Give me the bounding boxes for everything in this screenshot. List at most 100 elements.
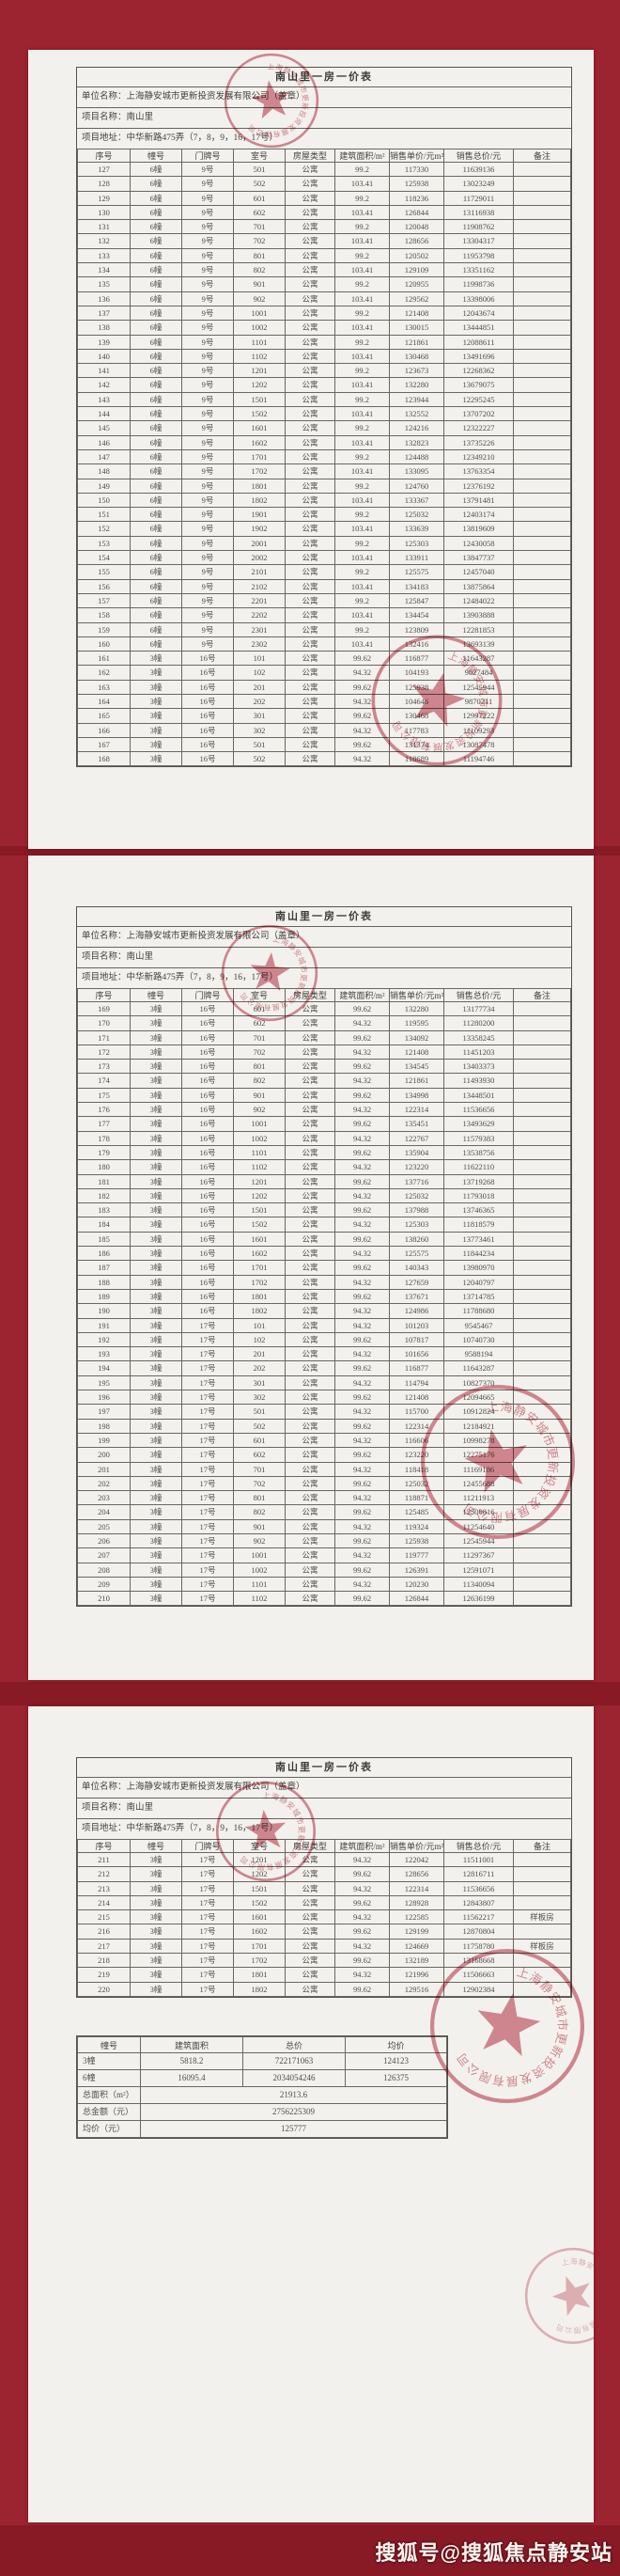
table-cell: 133911 — [389, 550, 444, 566]
table-cell: 301 — [233, 1374, 286, 1391]
table-cell: 103.41 — [334, 176, 390, 192]
price-table-header: 序号 幢号 门牌号 室号 房屋类型 建筑面积/m² 销售单价/元m² 销售总价/元 备注 — [77, 1839, 571, 1853]
table-cell: 123673 — [389, 363, 444, 379]
table-cell: 6幢 — [130, 190, 182, 206]
table-cell: 301 — [233, 708, 286, 724]
table-row: 167 3幢 16号 501 公寓 99.62 131374 13087478 — [77, 736, 571, 753]
table-row: 200 3幢 17号 602 公寓 99.62 123220 12275176 — [77, 1447, 571, 1463]
table-cell: 99.62 — [334, 1418, 390, 1434]
table-row: 182 3幢 16号 1202 公寓 94.32 125032 11793018 — [77, 1187, 571, 1204]
table-cell: 99.62 — [334, 1447, 390, 1463]
table-cell: 132823 — [389, 434, 444, 450]
table-cell: 104646 — [389, 693, 444, 710]
table-row: 204 3幢 17号 802 公寓 99.62 125485 12500816 — [77, 1504, 571, 1520]
table-cell: 3幢 — [130, 1029, 182, 1045]
table-cell: 502 — [233, 176, 286, 192]
unit-name-row: 单位名称：上海静安城市更新投资发展有限公司（盖章） — [77, 86, 571, 107]
table-cell: 公寓 — [285, 1562, 335, 1578]
table-cell — [513, 1418, 571, 1434]
table-cell: 137671 — [389, 1288, 444, 1305]
table-cell: 3幢 — [130, 1217, 182, 1233]
table-cell: 3幢 — [130, 1044, 182, 1060]
table-cell: 802 — [233, 262, 286, 278]
table-row: 187 3幢 16号 1701 公寓 99.62 140343 13980970 — [77, 1260, 571, 1276]
table-cell: 99.2 — [334, 276, 390, 292]
table-row: 191 3幢 17号 101 公寓 94.32 101203 9545467 — [77, 1317, 571, 1333]
table-row: 171 3幢 16号 701 公寓 99.62 134092 13358245 — [77, 1029, 571, 1045]
table-cell: 102 — [233, 665, 286, 681]
column-header: 室号 — [233, 149, 286, 163]
table-cell — [513, 1260, 571, 1276]
table-cell — [513, 1044, 571, 1060]
table-cell: 公寓 — [285, 651, 335, 667]
table-cell: 1702 — [233, 463, 286, 479]
table-cell: 901 — [233, 276, 286, 292]
table-cell: 2201 — [233, 592, 286, 609]
table-cell: 17号 — [181, 1504, 234, 1520]
table-cell: 131 — [77, 219, 131, 235]
table-cell: 122314 — [389, 1418, 444, 1434]
table-cell: 公寓 — [285, 1591, 335, 1607]
table-cell — [513, 247, 571, 264]
table-cell: 103.41 — [334, 291, 390, 306]
table-cell: 116877 — [389, 1360, 444, 1376]
table-cell: 16号 — [181, 693, 234, 710]
table-cell: 9号 — [181, 348, 234, 365]
table-cell: 12545944 — [443, 1532, 514, 1549]
table-cell: 公寓 — [285, 348, 335, 365]
table-cell: 99.62 — [334, 1087, 390, 1104]
table-cell: 94.32 — [334, 1015, 390, 1031]
table-cell: 17号 — [181, 1953, 234, 1969]
table-cell: 公寓 — [285, 434, 335, 450]
table-cell: 154 — [77, 550, 131, 566]
table-cell: 3幢 — [130, 1924, 182, 1940]
table-cell: 16号 — [181, 1029, 234, 1045]
column-header: 室号 — [233, 1839, 286, 1853]
table-cell: 183 — [77, 1202, 131, 1218]
table-cell: 9号 — [181, 521, 234, 537]
table-cell: 125032 — [389, 1475, 444, 1492]
table-row: 150 6幢 9号 1802 公寓 103.41 133367 13791481 — [77, 492, 571, 509]
table-cell — [513, 1187, 571, 1204]
table-cell: 99.62 — [334, 1591, 390, 1607]
table-cell: 801 — [233, 1059, 286, 1075]
sohu-watermark: 搜狐号@搜狐焦点静安站 — [375, 2541, 612, 2565]
table-cell: 177 — [77, 1116, 131, 1132]
table-cell: 168 — [77, 751, 131, 767]
table-cell: 11194746 — [443, 751, 514, 767]
table-cell: 5818.2 — [140, 2052, 243, 2070]
table-cell: 公寓 — [285, 1116, 335, 1132]
table-row: 203 3幢 17号 801 公寓 94.32 118871 11211913 — [77, 1490, 571, 1506]
table-cell: 99.2 — [334, 334, 390, 350]
table-cell: 1502 — [233, 1217, 286, 1233]
table-cell: 13304317 — [443, 233, 514, 249]
table-cell: 公寓 — [285, 1130, 335, 1146]
table-cell: 125303 — [389, 1217, 444, 1233]
svg-text:上海静安城市更新投资发展有限公司: 上海静安城市更新投资发展有限公司 — [533, 2246, 594, 2343]
table-cell: 13714785 — [443, 1288, 514, 1305]
table-cell: 总金额（元） — [77, 2103, 141, 2121]
table-cell: 3幢 — [130, 1518, 182, 1534]
table-cell: 1001 — [233, 1547, 286, 1563]
table-cell: 99.62 — [334, 1390, 390, 1406]
table-row: 208 3幢 17号 1002 公寓 99.62 126391 12591071 — [77, 1562, 571, 1578]
table-cell: 13875864 — [443, 578, 514, 594]
table-cell: 152 — [77, 521, 131, 537]
table-cell: 17号 — [181, 1331, 234, 1348]
table-cell: 公寓 — [285, 1909, 335, 1925]
table-cell: 公寓 — [285, 1217, 335, 1233]
table-row: 6幢 16095.4 2034054246 126375 — [77, 2069, 447, 2087]
table-cell — [513, 607, 571, 623]
table-cell: 11451203 — [443, 1044, 514, 1060]
table-cell: 11643287 — [443, 1360, 514, 1376]
table-cell: 13538756 — [443, 1144, 514, 1161]
table-cell: 103.41 — [334, 492, 390, 509]
table-row: 137 6幢 9号 1001 公寓 99.2 121408 12043674 — [77, 305, 571, 322]
table-cell: 11280200 — [443, 1015, 514, 1031]
table-cell: 公寓 — [285, 1000, 335, 1017]
table-row: 209 3幢 17号 1101 公寓 94.32 120230 11340094 — [77, 1576, 571, 1593]
table-cell: 193 — [77, 1346, 131, 1362]
price-table-body: 169 3幢 16号 601 公寓 99.62 132280 13177734 170 3幢 16号… — [77, 1000, 571, 1607]
table-cell: 122042 — [389, 1851, 444, 1868]
table-cell: 99.62 — [334, 1260, 390, 1276]
